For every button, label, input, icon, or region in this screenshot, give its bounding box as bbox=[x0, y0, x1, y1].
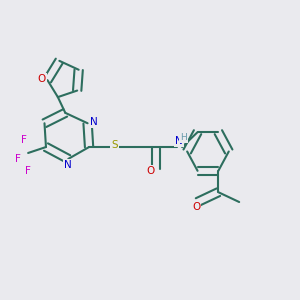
Text: O: O bbox=[146, 166, 155, 176]
Text: S: S bbox=[111, 140, 118, 150]
Text: N: N bbox=[175, 136, 182, 146]
Text: F: F bbox=[21, 135, 27, 145]
Text: F: F bbox=[15, 154, 21, 164]
Text: O: O bbox=[192, 202, 200, 212]
Text: H: H bbox=[180, 133, 187, 142]
Text: O: O bbox=[38, 74, 46, 84]
Text: F: F bbox=[25, 166, 31, 176]
Text: N: N bbox=[90, 117, 98, 127]
Text: N: N bbox=[64, 160, 72, 170]
